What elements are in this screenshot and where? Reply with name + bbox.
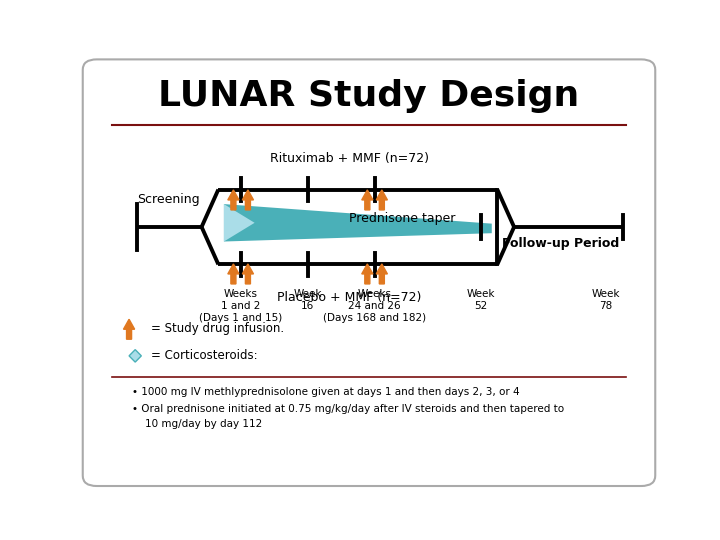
- Text: LUNAR Study Design: LUNAR Study Design: [158, 79, 580, 113]
- FancyArrow shape: [361, 190, 373, 210]
- Text: 10 mg/day by day 112: 10 mg/day by day 112: [132, 419, 262, 429]
- FancyArrow shape: [124, 319, 135, 339]
- Text: Placebo + MMF (n=72): Placebo + MMF (n=72): [277, 292, 422, 305]
- Text: Prednisone taper: Prednisone taper: [349, 212, 456, 225]
- FancyBboxPatch shape: [83, 59, 655, 486]
- Polygon shape: [224, 204, 255, 241]
- FancyArrow shape: [228, 264, 239, 284]
- FancyArrow shape: [377, 190, 387, 210]
- Polygon shape: [224, 204, 492, 241]
- Text: • Oral prednisone initiated at 0.75 mg/kg/day after IV steroids and then tapered: • Oral prednisone initiated at 0.75 mg/k…: [132, 404, 564, 414]
- Text: = Study drug infusion.: = Study drug infusion.: [151, 322, 284, 335]
- Polygon shape: [129, 349, 141, 362]
- Text: • 1000 mg IV methlyprednisolone given at days 1 and then days 2, 3, or 4: • 1000 mg IV methlyprednisolone given at…: [132, 387, 519, 397]
- FancyArrow shape: [243, 190, 253, 210]
- Text: Rituximab + MMF (n=72): Rituximab + MMF (n=72): [270, 152, 429, 165]
- Text: Week
78: Week 78: [592, 289, 621, 311]
- Text: Week
52: Week 52: [467, 289, 495, 311]
- FancyArrow shape: [361, 264, 373, 284]
- Text: = Corticosteroids:: = Corticosteroids:: [151, 349, 258, 362]
- Text: Week
16: Week 16: [293, 289, 322, 311]
- Text: Weeks
24 and 26
(Days 168 and 182): Weeks 24 and 26 (Days 168 and 182): [323, 289, 426, 322]
- Text: Weeks
1 and 2
(Days 1 and 15): Weeks 1 and 2 (Days 1 and 15): [199, 289, 282, 322]
- FancyArrow shape: [228, 190, 239, 210]
- FancyArrow shape: [377, 264, 387, 284]
- Text: Screening: Screening: [138, 193, 200, 206]
- Text: Follow-up Period: Follow-up Period: [502, 237, 619, 250]
- FancyArrow shape: [243, 264, 253, 284]
